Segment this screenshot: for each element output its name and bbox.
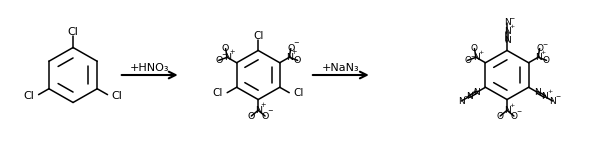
- Text: O: O: [536, 44, 543, 53]
- Text: N: N: [503, 18, 511, 27]
- Text: Cl: Cl: [24, 91, 35, 101]
- Text: Cl: Cl: [112, 91, 122, 101]
- Text: +: +: [509, 24, 515, 29]
- Text: Cl: Cl: [213, 88, 223, 98]
- Text: Cl: Cl: [68, 27, 79, 37]
- Text: N: N: [473, 53, 479, 62]
- Text: O: O: [248, 112, 255, 120]
- Text: O: O: [215, 56, 223, 65]
- Text: O: O: [222, 44, 229, 53]
- Text: N: N: [550, 96, 556, 106]
- Text: −: −: [517, 109, 521, 114]
- Text: +NaN₃: +NaN₃: [322, 63, 359, 73]
- Text: −: −: [464, 94, 469, 99]
- Text: +: +: [230, 49, 235, 55]
- Text: +: +: [547, 89, 553, 94]
- Text: −: −: [509, 16, 515, 21]
- Text: N: N: [503, 36, 511, 45]
- Text: −: −: [268, 108, 273, 114]
- Text: −: −: [555, 94, 560, 99]
- Text: N: N: [542, 92, 548, 101]
- Text: Cl: Cl: [293, 88, 304, 98]
- Text: N: N: [534, 88, 541, 97]
- Text: O: O: [294, 56, 301, 65]
- Text: N: N: [535, 53, 541, 62]
- Text: +: +: [478, 50, 484, 55]
- Text: +: +: [472, 89, 477, 94]
- Text: +: +: [509, 103, 515, 108]
- Text: N: N: [458, 96, 465, 106]
- Text: N: N: [503, 27, 511, 36]
- Text: O: O: [287, 44, 295, 53]
- Text: N: N: [224, 53, 230, 62]
- Text: N: N: [466, 92, 472, 101]
- Text: +HNO₃: +HNO₃: [130, 63, 169, 73]
- Text: −: −: [470, 53, 475, 58]
- Text: Cl: Cl: [253, 31, 263, 41]
- Text: −: −: [221, 52, 227, 58]
- Text: O: O: [262, 112, 269, 120]
- Text: −: −: [542, 41, 547, 46]
- Text: O: O: [497, 112, 503, 120]
- Text: N: N: [473, 88, 480, 97]
- Text: N: N: [286, 53, 293, 62]
- Text: N: N: [254, 106, 262, 115]
- Text: +: +: [260, 102, 266, 108]
- Text: O: O: [511, 112, 517, 120]
- Text: O: O: [464, 56, 471, 65]
- Text: +: +: [292, 49, 297, 55]
- Text: +: +: [541, 50, 546, 55]
- Text: N: N: [503, 106, 511, 115]
- Text: −: −: [293, 40, 299, 46]
- Text: O: O: [543, 56, 550, 65]
- Text: O: O: [471, 44, 478, 53]
